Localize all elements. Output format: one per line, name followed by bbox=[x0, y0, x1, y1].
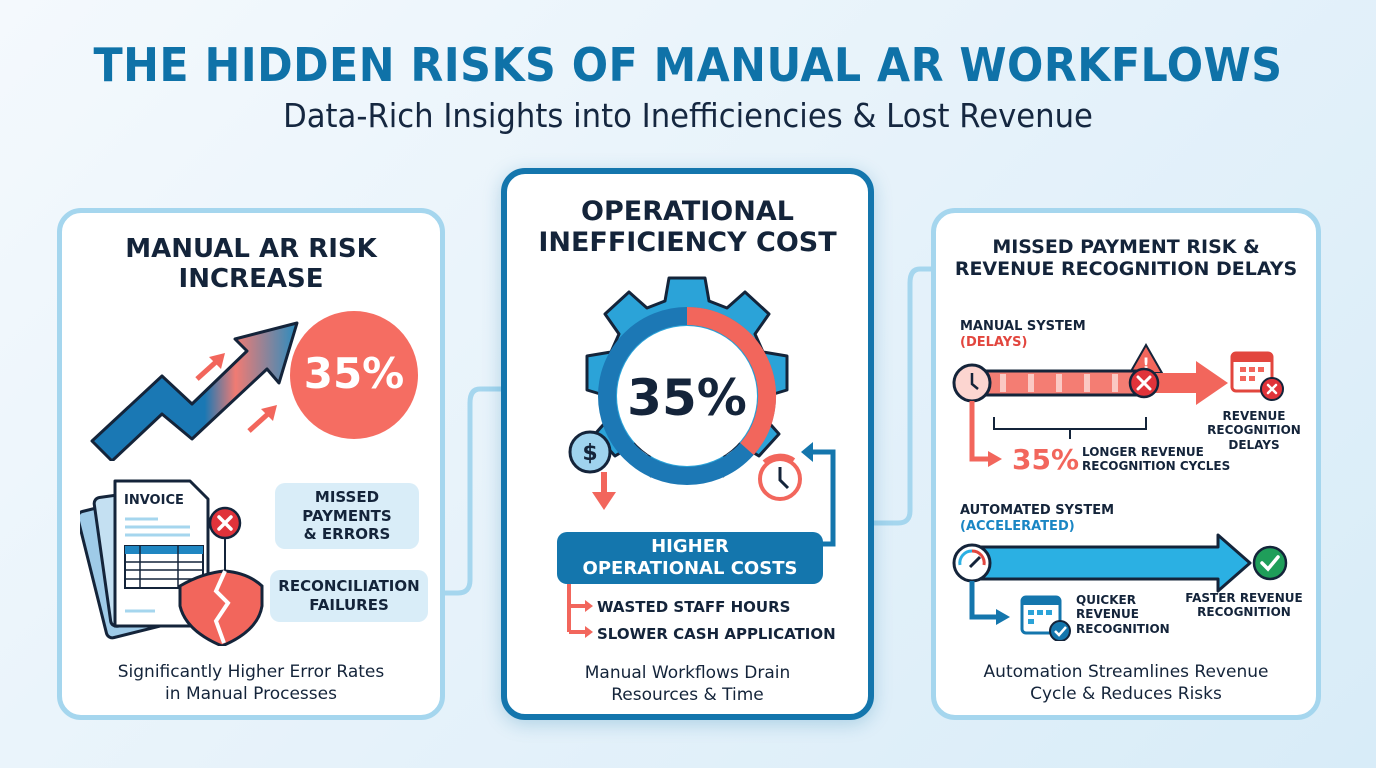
caption-line2: Cycle & Reduces Risks bbox=[1030, 684, 1222, 705]
risk-stat-value: 35% bbox=[303, 349, 405, 398]
automated-system-sub: (ACCELERATED) bbox=[960, 519, 1075, 534]
card-title-line2: INEFFICIENCY COST bbox=[538, 227, 837, 259]
bullet-wasted-hours: WASTED STAFF HOURS bbox=[597, 598, 791, 616]
loop-arrow-icon bbox=[801, 442, 836, 547]
caption-line2: in Manual Processes bbox=[165, 684, 337, 705]
bullet-slower-cash: SLOWER CASH APPLICATION bbox=[597, 625, 836, 643]
card-title-line2: REVENUE RECOGNITION DELAYS bbox=[954, 257, 1298, 280]
card-operational-cost: OPERATIONAL INEFFICIENCY COST $ 35% HIGH… bbox=[501, 168, 874, 720]
invoice-stack-icon bbox=[80, 479, 264, 646]
card-title-line1: MANUAL AR RISK bbox=[125, 234, 377, 264]
caption-line2: Resources & Time bbox=[611, 685, 764, 706]
operational-cost-stat: 35% bbox=[627, 369, 747, 427]
connector-left-mid bbox=[440, 386, 502, 596]
connector-mid-right bbox=[870, 266, 938, 526]
card-title-line1: MISSED PAYMENT RISK & bbox=[992, 236, 1260, 258]
card-title-line2: INCREASE bbox=[178, 263, 324, 294]
manual-system-label: MANUAL SYSTEM bbox=[960, 319, 1086, 334]
auto-end-label: FASTER REVENUE RECOGNITION bbox=[1185, 591, 1303, 620]
manual-stat-desc: LONGER REVENUE RECOGNITION CYCLES bbox=[1082, 445, 1231, 474]
trend-arrow-icon bbox=[90, 321, 299, 461]
svg-text:!: ! bbox=[1142, 354, 1149, 373]
card-revenue-delays: MISSED PAYMENT RISK & REVENUE RECOGNITIO… bbox=[931, 208, 1321, 720]
higher-costs-banner: HIGHER OPERATIONAL COSTS bbox=[557, 532, 823, 584]
manual-system-sub: (DELAYS) bbox=[960, 335, 1028, 350]
caption-line1: Significantly Higher Error Rates bbox=[117, 662, 385, 682]
risk-stat-circle bbox=[290, 311, 418, 439]
callout-reconciliation-failures: RECONCILIATION FAILURES bbox=[270, 570, 428, 622]
calendar-error-icon bbox=[1230, 351, 1284, 401]
manual-end-label: REVENUE RECOGNITION DELAYS bbox=[1207, 409, 1301, 452]
automated-system-label: AUTOMATED SYSTEM bbox=[960, 503, 1115, 518]
caption-line1: Automation Streamlines Revenue bbox=[983, 662, 1269, 682]
gear-icon: $ bbox=[568, 276, 802, 510]
page-subtitle: Data-Rich Insights into Inefficiencies &… bbox=[283, 96, 1093, 135]
card-manual-ar-risk: MANUAL AR RISK INCREASE 35% bbox=[57, 208, 445, 720]
svg-text:$: $ bbox=[582, 441, 597, 466]
auto-branch-label: QUICKER REVENUE RECOGNITION bbox=[1076, 593, 1170, 636]
manual-stat: 35% bbox=[1012, 443, 1080, 476]
branch-arrows-icon bbox=[567, 584, 593, 638]
card-title-line1: OPERATIONAL bbox=[581, 196, 794, 227]
page-title: THE HIDDEN RISKS OF MANUAL AR WORKFLOWS bbox=[93, 38, 1283, 92]
automated-timeline bbox=[952, 533, 1288, 641]
manual-timeline: ! bbox=[952, 342, 1228, 467]
invoice-label: INVOICE bbox=[124, 493, 184, 508]
callout-missed-payments: MISSED PAYMENTS & ERRORS bbox=[275, 483, 419, 549]
caption-line1: Manual Workflows Drain bbox=[584, 663, 791, 683]
